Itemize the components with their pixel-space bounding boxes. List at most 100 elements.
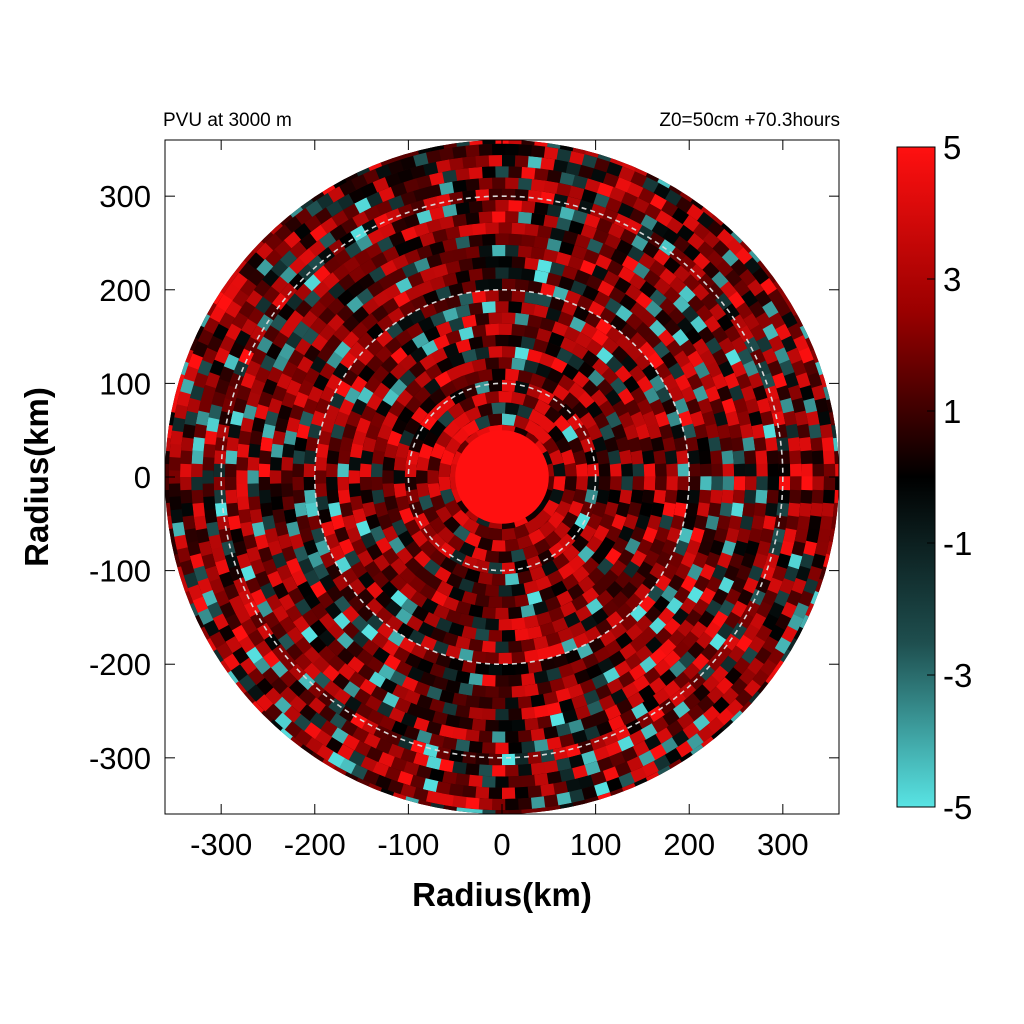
pv-cell (594, 88, 610, 102)
pv-cell (750, 753, 769, 771)
pv-cell (326, 489, 340, 505)
pv-cell (231, 624, 249, 643)
pv-cell (629, 301, 648, 319)
pv-cell (593, 745, 611, 762)
pv-cell (317, 690, 336, 708)
pv-cell (303, 569, 321, 588)
pv-cell (478, 245, 493, 258)
pv-cell (586, 423, 603, 441)
pv-cell (124, 496, 136, 511)
pv-cell (579, 678, 597, 695)
pv-cell (236, 553, 252, 570)
pv-cell (360, 182, 378, 199)
pv-cell (311, 806, 329, 814)
pv-cell (822, 346, 838, 364)
pv-cell (508, 640, 523, 653)
pv-cell (834, 384, 839, 401)
pv-cell (685, 436, 699, 452)
pv-cell (165, 297, 167, 316)
pv-cell (422, 140, 438, 142)
pv-cell (406, 271, 424, 288)
pv-cell (426, 685, 443, 701)
pv-cell (799, 219, 818, 237)
pv-cell (734, 155, 752, 173)
pv-cell (533, 167, 549, 181)
pv-cell (850, 297, 866, 314)
pv-cell (724, 611, 742, 629)
pv-cell (377, 186, 395, 203)
pv-cell (846, 553, 860, 569)
pv-cell (867, 437, 879, 452)
pv-cell (246, 252, 265, 270)
pv-cell (206, 688, 224, 706)
pv-cell (642, 695, 660, 713)
pv-cell (223, 245, 241, 263)
pv-cell (818, 672, 836, 691)
pv-cell (265, 594, 283, 612)
pv-cell (464, 568, 481, 583)
pv-cell (391, 519, 408, 537)
pv-cell (231, 312, 249, 330)
pv-cell (768, 601, 785, 619)
pv-cell (775, 323, 792, 341)
pv-cell (517, 211, 532, 224)
pv-cell (317, 246, 335, 265)
pv-cell (439, 724, 455, 739)
pv-cell (555, 500, 572, 518)
pv-cell (406, 108, 422, 122)
pv-cell (701, 410, 717, 427)
pv-cell (350, 174, 368, 191)
pv-cell (624, 283, 643, 301)
pv-cell (619, 642, 638, 660)
pv-cell (834, 449, 839, 465)
pv-cell (728, 644, 746, 663)
pv-cell (183, 572, 199, 589)
pv-cell (497, 391, 513, 403)
pv-cell (546, 667, 563, 682)
pv-cell (475, 786, 490, 799)
pv-cell (181, 437, 194, 452)
pv-cell (457, 258, 474, 272)
pv-cell (383, 443, 398, 460)
pv-cell (383, 654, 402, 671)
pv-cell (599, 629, 617, 647)
pv-cell (327, 751, 346, 769)
pv-cell (357, 273, 375, 291)
pv-cell (478, 177, 493, 190)
pv-cell (507, 200, 523, 212)
pv-cell (723, 372, 740, 390)
pv-cell (358, 258, 377, 276)
pv-cell (549, 642, 566, 658)
pv-cell (455, 600, 472, 616)
pv-cell (225, 613, 242, 631)
pv-cell (773, 189, 792, 208)
pv-cell (653, 277, 671, 295)
pv-cell (550, 580, 569, 597)
pv-cell (320, 720, 339, 738)
pv-cell (218, 366, 235, 383)
pv-cell (706, 653, 725, 672)
pv-cell (326, 463, 338, 478)
pv-cell (558, 240, 575, 256)
pv-cell (403, 761, 420, 776)
pv-cell (617, 735, 635, 752)
pv-cell (799, 436, 812, 452)
pv-cell (800, 716, 818, 735)
pv-cell (849, 615, 865, 632)
pv-cell (299, 704, 318, 722)
pv-cell (334, 526, 350, 544)
pv-cell (574, 233, 591, 249)
pv-cell (165, 340, 172, 358)
pv-cell (555, 148, 572, 163)
pv-cell (391, 254, 409, 271)
pv-cell (549, 448, 565, 466)
pv-cell (540, 377, 559, 394)
pv-cell (733, 656, 751, 675)
pv-cell (236, 496, 250, 511)
pv-cell (448, 90, 463, 103)
pv-cell (323, 680, 342, 698)
pv-cell (537, 715, 553, 729)
pv-cell (260, 745, 279, 763)
pv-cell (778, 265, 796, 283)
pv-cell (468, 140, 483, 146)
